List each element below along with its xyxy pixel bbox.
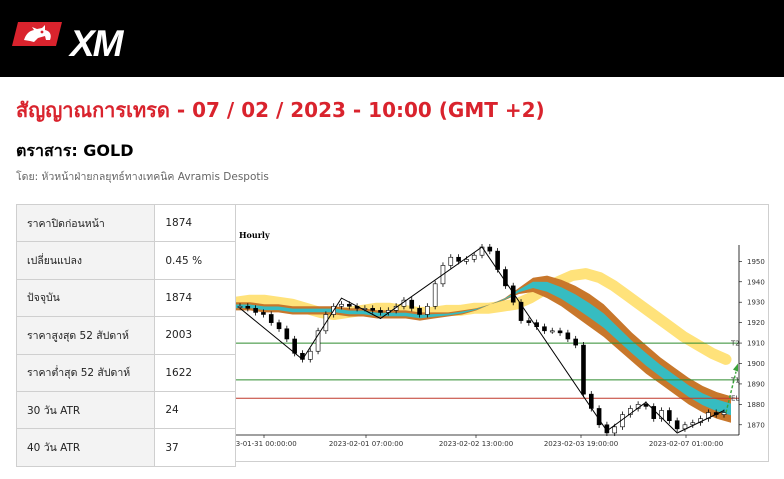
y-tick-label: 1930	[747, 299, 765, 307]
stat-label: 30 วัน ATR	[15, 390, 156, 430]
author-byline: โดย: หัวหน้าฝ่ายกลยุทธ์ทางเทคนิค Avramis…	[16, 171, 269, 183]
candle-body	[510, 285, 516, 303]
y-tick-label: 1890	[747, 380, 765, 388]
stat-label: ราคาสูงสุด 52 สัปดาห์	[15, 316, 156, 355]
stat-value: 1622	[154, 353, 236, 392]
stat-row-52w-low: ราคาต่ำสุด 52 สัปดาห์ 1622	[15, 353, 236, 392]
level-label-t1: T1	[730, 376, 740, 384]
x-tick-label: 2023-02-07 01:00:00	[649, 440, 723, 448]
y-tick-label: 1900	[747, 360, 765, 368]
bull-icon	[12, 22, 62, 46]
stat-row-52w-high: ราคาสูงสุด 52 สัปดาห์ 2003	[15, 316, 236, 355]
candle-body	[307, 350, 313, 360]
level-label-el: EL	[731, 395, 739, 403]
candle-body	[464, 259, 469, 262]
stat-row-change: เปลี่ยนแปลง 0.45 %	[15, 241, 236, 280]
candle-body	[706, 412, 711, 419]
candle-body	[378, 310, 383, 313]
timeframe-label: Hourly	[239, 230, 270, 240]
header-bar: XM	[0, 0, 784, 77]
candle-body	[557, 330, 563, 334]
projection-arrowhead	[733, 363, 738, 372]
stat-row-atr-40: 40 วัน ATR 37	[15, 428, 236, 467]
y-tick-label: 1940	[747, 278, 765, 286]
candle-body	[565, 332, 571, 340]
candle-body	[261, 312, 266, 315]
stat-value: 2003	[154, 316, 236, 355]
stat-row-current: ปัจจุบัน 1874	[15, 278, 236, 318]
candle-body	[409, 299, 415, 309]
candle-body	[456, 256, 461, 262]
price-chart: Hourly T2 T1 EL 1950 1940 1930 1920 1910 1900 18…	[235, 204, 769, 462]
candle-body	[237, 305, 243, 308]
stat-label: ปัจจุบัน	[15, 278, 156, 318]
logo-text: XM	[70, 23, 123, 64]
trend-band-inner	[236, 281, 731, 416]
stat-row-prev-close: ราคาปิดก่อนหน้า 1874	[15, 203, 236, 243]
stat-value: 1874	[154, 203, 236, 243]
stat-label: เปลี่ยนแปลง	[15, 241, 156, 280]
candle-body	[581, 344, 586, 395]
x-tick-label: 2023-02-03 19:00:00	[544, 440, 618, 448]
y-tick-label: 1920	[747, 319, 765, 327]
stat-value: 37	[154, 428, 236, 467]
candle-body	[612, 426, 618, 434]
projection-arrow	[725, 371, 737, 413]
x-tick-label: 23-01-31 00:00:00	[236, 440, 297, 448]
stat-value: 0.45 %	[154, 241, 236, 280]
stat-label: 40 วัน ATR	[15, 428, 156, 467]
candle-body	[268, 314, 274, 323]
stat-label: ราคาปิดก่อนหน้า	[15, 203, 156, 243]
stats-table: ราคาปิดก่อนหน้า 1874 เปลี่ยนแปลง 0.45 % …	[15, 203, 236, 467]
candle-body	[674, 420, 680, 430]
candle-body	[448, 256, 454, 266]
zigzag-line	[239, 246, 725, 434]
candle-body	[339, 303, 344, 307]
candle-body	[284, 328, 290, 340]
candle-body	[346, 303, 352, 307]
candle-body	[487, 246, 493, 252]
page-title: สัญญาณการเทรด - 07 / 02 / 2023 - 10:00 (…	[16, 98, 545, 122]
candle-body	[667, 410, 672, 421]
candle-body	[628, 408, 633, 415]
candle-body	[370, 308, 376, 311]
stat-value: 1874	[154, 278, 236, 318]
candle-body	[659, 410, 664, 419]
x-tick-label: 2023-02-02 13:00:00	[439, 440, 513, 448]
xm-logo[interactable]: XM	[12, 16, 134, 62]
candle-body	[425, 305, 430, 315]
candle-body	[542, 326, 547, 332]
y-tick-label: 1870	[747, 421, 765, 429]
chart-canvas: Hourly T2 T1 EL 1950 1940 1930 1920 1910 1900 18…	[236, 230, 765, 448]
candle-body	[245, 305, 251, 309]
instrument-label: ตราสาร: GOLD	[16, 141, 134, 160]
y-tick-label: 1910	[747, 340, 765, 348]
y-tick-label: 1880	[747, 401, 765, 409]
stat-label: ราคาต่ำสุด 52 สัปดาห์	[15, 353, 156, 392]
candle-body	[549, 330, 555, 333]
candle-body	[292, 338, 297, 354]
candle-body	[432, 283, 438, 307]
x-tick-label: 2023-02-01 07:00:00	[329, 440, 403, 448]
candle-body	[417, 308, 422, 315]
candle-body	[526, 320, 532, 323]
y-tick-label: 1950	[747, 258, 765, 266]
stat-row-atr-30: 30 วัน ATR 24	[15, 390, 236, 430]
candle-body	[643, 404, 649, 407]
candle-body	[721, 412, 727, 415]
stat-value: 24	[154, 390, 236, 430]
candle-body	[495, 250, 500, 270]
candle-body	[573, 338, 578, 346]
candle-body	[471, 254, 477, 260]
candle-body	[276, 322, 282, 330]
level-label-t2: T2	[730, 340, 740, 348]
candle-body	[253, 308, 258, 313]
candle-body	[690, 422, 696, 426]
candle-body	[518, 301, 524, 321]
candle-body	[315, 330, 321, 352]
yellow-band	[236, 268, 732, 365]
